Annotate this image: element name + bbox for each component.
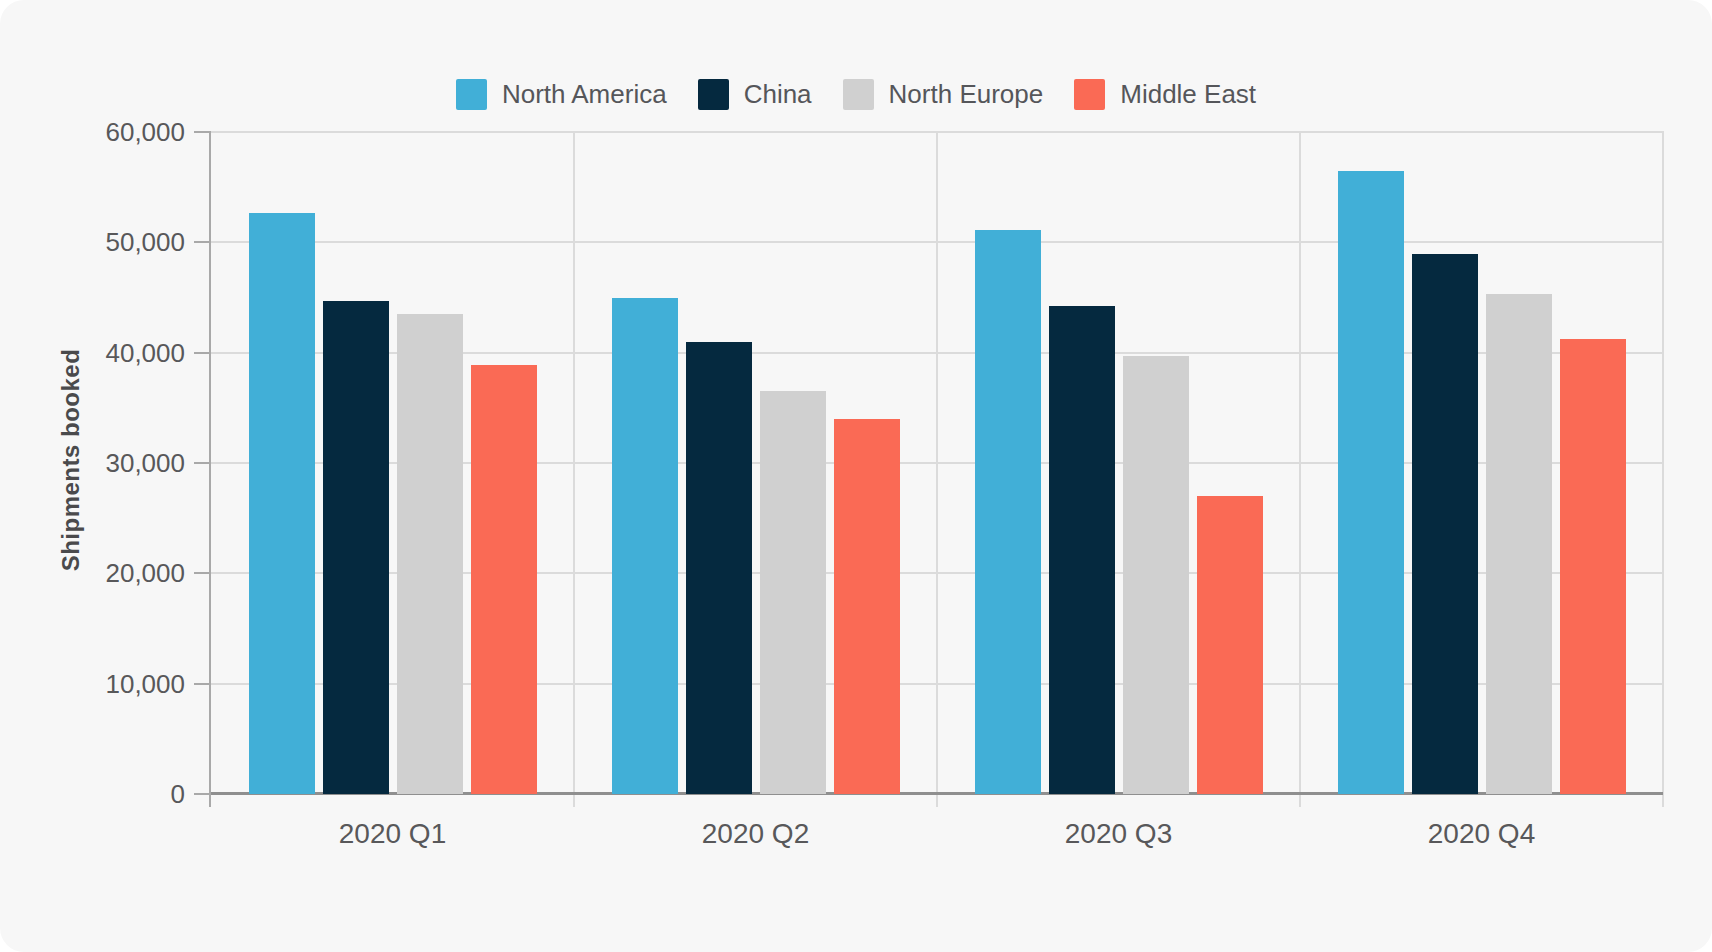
bar-north-europe <box>760 391 826 794</box>
y-tick-mark <box>194 793 209 795</box>
bar-north-america <box>249 213 315 794</box>
legend-swatch-icon <box>1074 79 1105 110</box>
x-axis-label: 2020 Q2 <box>702 818 809 850</box>
quarter-separator <box>936 131 938 807</box>
legend-label: North America <box>502 79 667 110</box>
y-tick-label: 50,000 <box>105 227 185 258</box>
bar-north-europe <box>397 314 463 794</box>
x-axis-label: 2020 Q1 <box>339 818 446 850</box>
bar-china <box>686 342 752 794</box>
bar-middle-east <box>471 365 537 794</box>
bar-north-america <box>1338 171 1404 794</box>
x-axis-label: 2020 Q4 <box>1428 818 1535 850</box>
bar-middle-east <box>1197 496 1263 794</box>
y-tick-mark <box>194 462 209 464</box>
legend-item-north-europe[interactable]: North Europe <box>843 79 1044 110</box>
bar-china <box>1412 254 1478 794</box>
x-axis-label: 2020 Q3 <box>1065 818 1172 850</box>
bar-china <box>1049 306 1115 794</box>
legend-label: Middle East <box>1120 79 1256 110</box>
quarter-separator <box>573 131 575 807</box>
legend-swatch-icon <box>698 79 729 110</box>
legend-swatch-icon <box>456 79 487 110</box>
legend-item-china[interactable]: China <box>698 79 812 110</box>
y-tick-mark <box>194 683 209 685</box>
plot-right-border <box>1662 131 1664 807</box>
legend-label: China <box>744 79 812 110</box>
y-axis-line <box>209 131 211 807</box>
legend-swatch-icon <box>843 79 874 110</box>
bar-north-america <box>975 230 1041 794</box>
bar-middle-east <box>834 419 900 794</box>
legend-item-north-america[interactable]: North America <box>456 79 667 110</box>
chart-card: North America China North Europe Middle Eas… <box>0 0 1712 952</box>
legend: North America China North Europe Middle Eas… <box>0 79 1712 110</box>
y-axis-title: Shipments booked <box>57 349 85 572</box>
y-tick-mark <box>194 352 209 354</box>
legend-item-middle-east[interactable]: Middle East <box>1074 79 1256 110</box>
y-tick-label: 20,000 <box>105 558 185 589</box>
bar-north-europe <box>1486 294 1552 794</box>
y-tick-label: 0 <box>171 779 185 810</box>
quarter-separator <box>1299 131 1301 807</box>
y-tick-mark <box>194 572 209 574</box>
bar-middle-east <box>1560 339 1626 794</box>
bar-china <box>323 301 389 794</box>
y-tick-label: 40,000 <box>105 337 185 368</box>
y-tick-label: 60,000 <box>105 117 185 148</box>
legend-label: North Europe <box>889 79 1044 110</box>
y-tick-mark <box>194 241 209 243</box>
bar-north-europe <box>1123 356 1189 794</box>
y-tick-mark <box>194 131 209 133</box>
y-tick-label: 10,000 <box>105 668 185 699</box>
y-tick-label: 30,000 <box>105 448 185 479</box>
plot-area: 010,00020,00030,00040,00050,00060,000202… <box>211 132 1663 794</box>
bar-north-america <box>612 298 678 795</box>
